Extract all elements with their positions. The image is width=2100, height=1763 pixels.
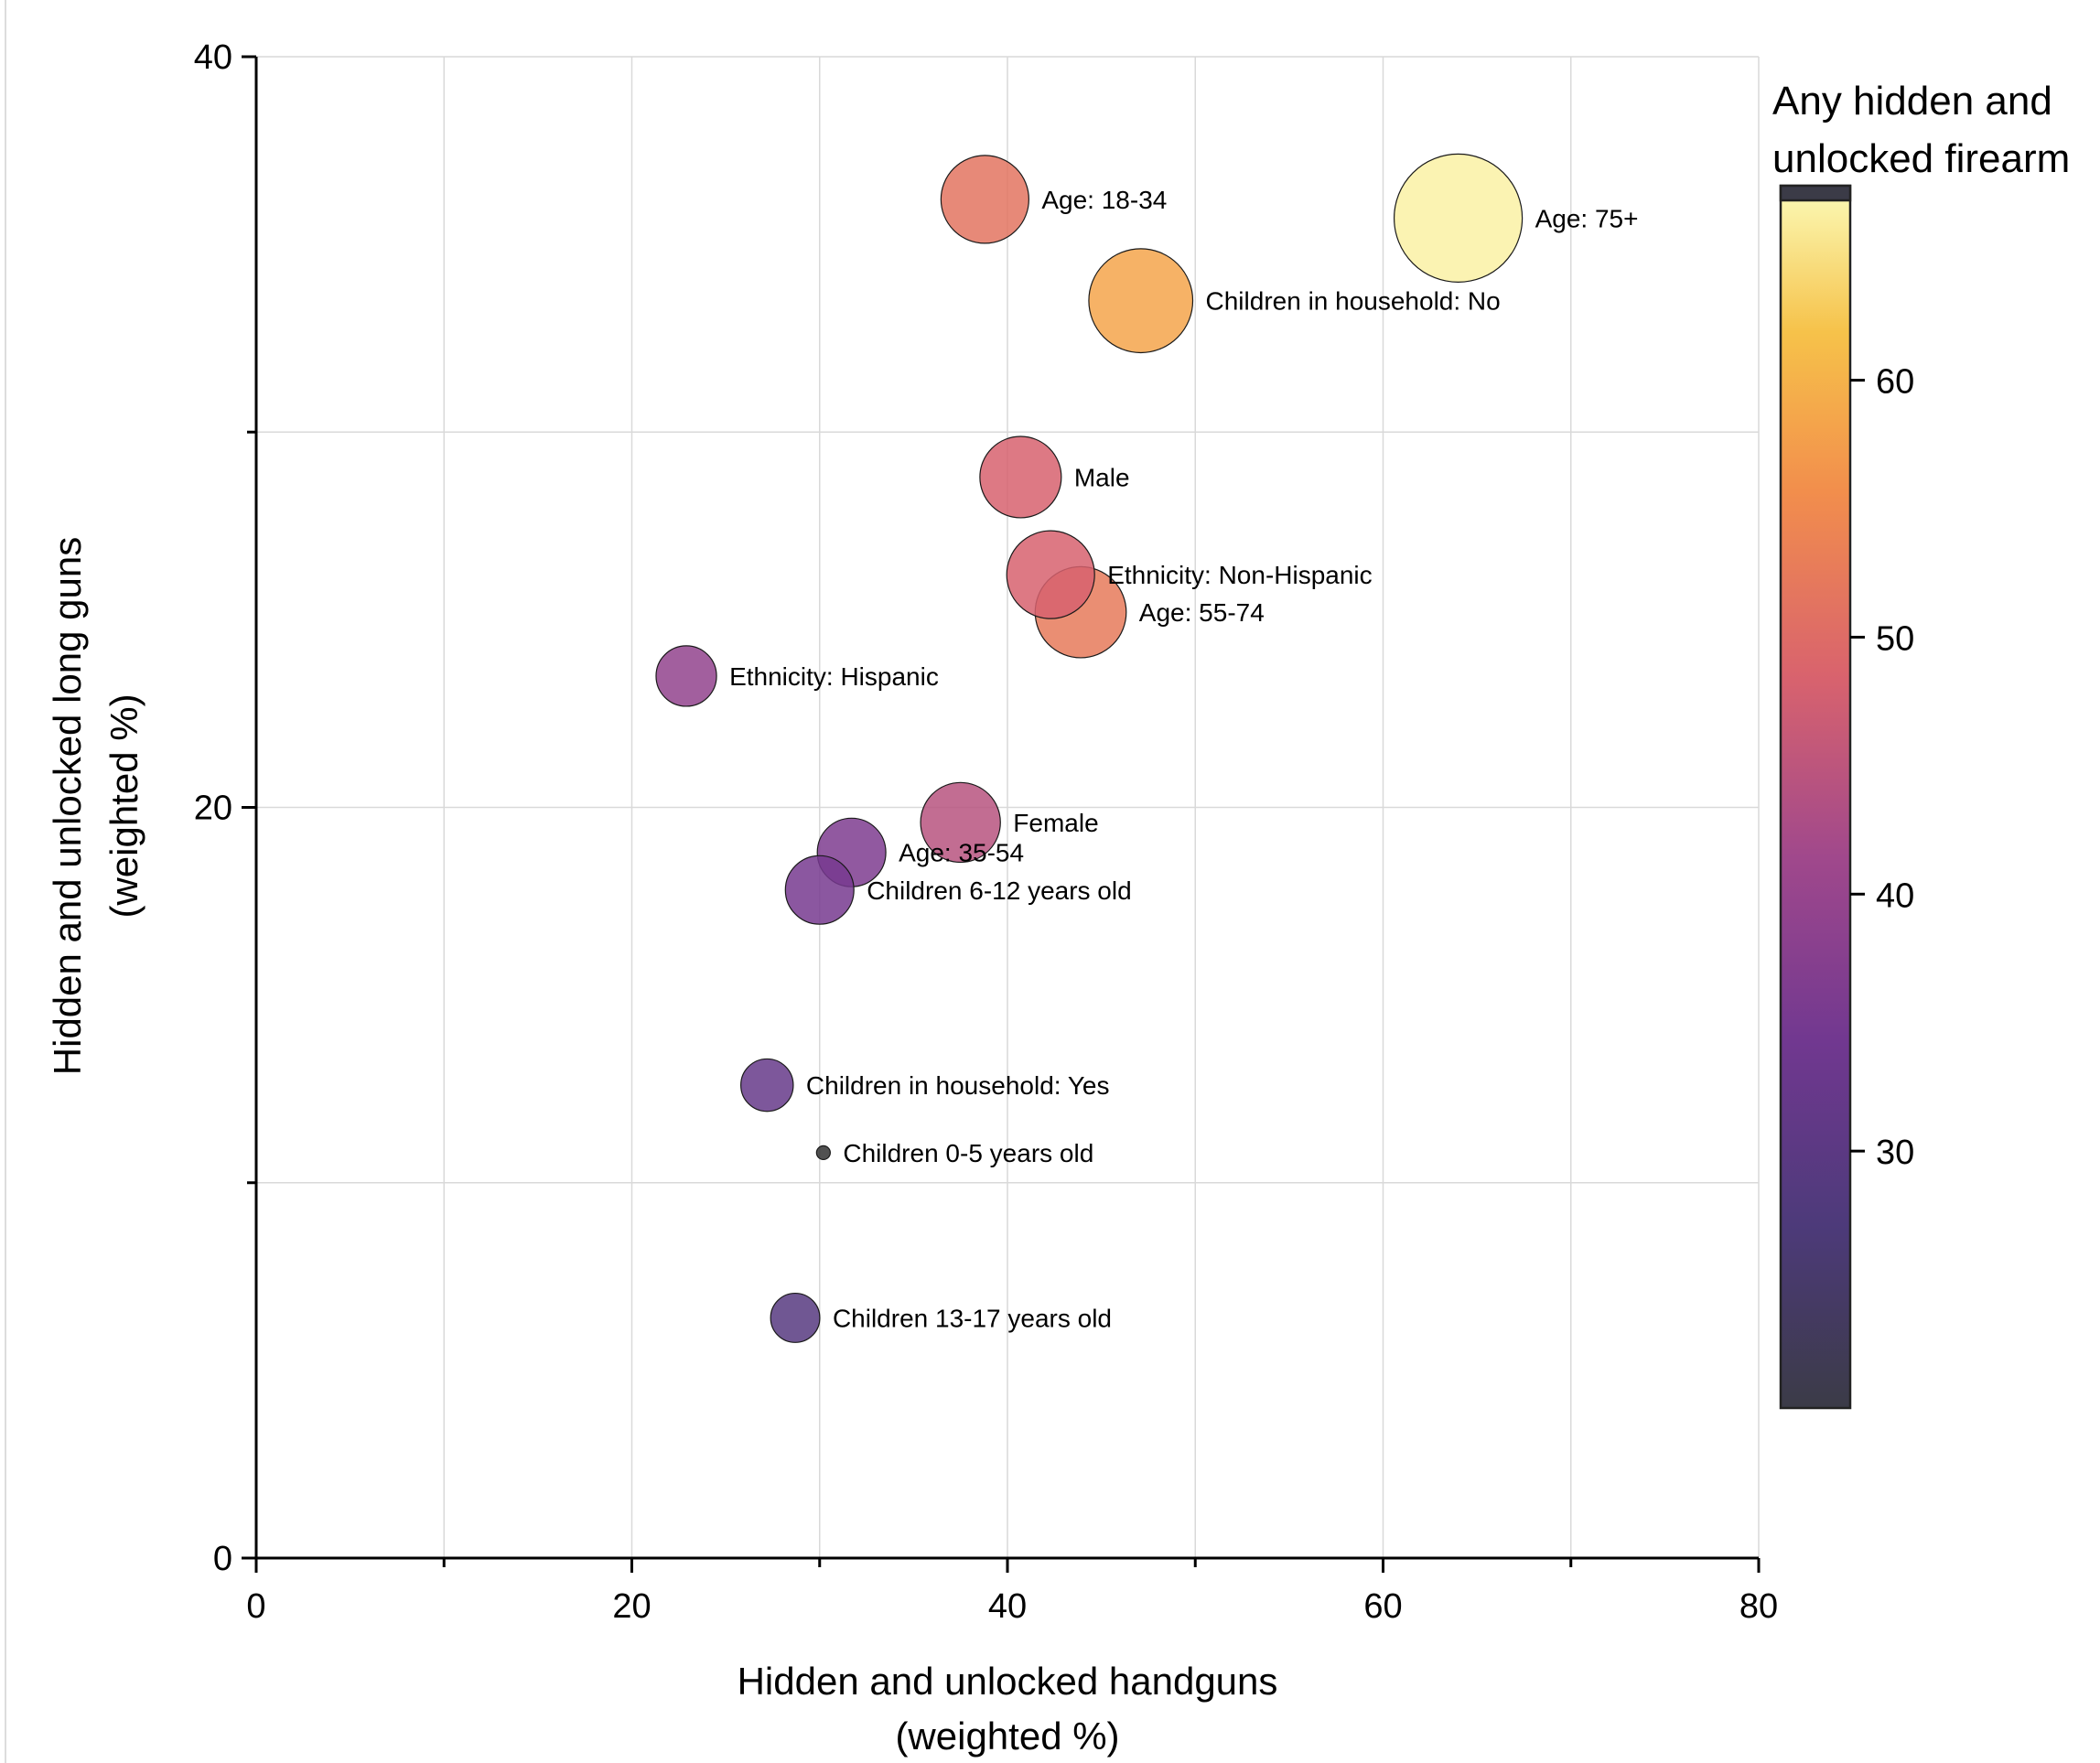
x-tick-label: 60 bbox=[1363, 1587, 1402, 1626]
colorbar-tick-label: 60 bbox=[1876, 363, 1914, 402]
y-axis-title-line2: (weighted %) bbox=[102, 693, 145, 918]
data-point-label: Children 0-5 years old bbox=[843, 1139, 1093, 1167]
data-point-label: Age: 55-74 bbox=[1139, 598, 1265, 627]
data-point bbox=[784, 855, 855, 925]
data-point bbox=[655, 645, 717, 707]
data-point-label: Female bbox=[1013, 809, 1098, 837]
x-axis-title-line1: Hidden and unlocked handguns bbox=[738, 1660, 1278, 1703]
colorbar-gradient bbox=[1779, 184, 1852, 1410]
data-point bbox=[940, 155, 1029, 244]
data-point-label: Age: 35-54 bbox=[899, 839, 1024, 867]
x-tick-label: 0 bbox=[246, 1587, 265, 1626]
data-point bbox=[770, 1292, 821, 1343]
data-point-label: Ethnicity: Hispanic bbox=[729, 662, 939, 691]
y-tick-label: 20 bbox=[194, 790, 232, 828]
data-points bbox=[655, 153, 1524, 1343]
data-point bbox=[920, 781, 1001, 864]
data-point-label: Children in household: Yes bbox=[806, 1071, 1110, 1100]
colorbar-tick-label: 50 bbox=[1876, 619, 1914, 658]
grid-lines bbox=[256, 56, 1760, 1558]
data-point-label: Ethnicity: Non-Hispanic bbox=[1107, 561, 1372, 589]
data-point-label: Children in household: No bbox=[1206, 287, 1501, 316]
data-point bbox=[740, 1058, 794, 1113]
data-point-label: Male bbox=[1074, 463, 1130, 491]
x-tick-label: 80 bbox=[1739, 1587, 1778, 1626]
data-point-label: Age: 18-34 bbox=[1041, 186, 1167, 214]
colorbar-ticks: 30 40 50 60 bbox=[1850, 363, 1914, 1172]
point-labels: Age: 18-34 Age: 75+ Children in household:… bbox=[729, 186, 1638, 1333]
data-point-label: Children 13-17 years old bbox=[833, 1304, 1112, 1332]
x-tick-label: 20 bbox=[612, 1587, 651, 1626]
data-point bbox=[979, 435, 1062, 519]
data-point bbox=[1088, 248, 1194, 354]
colorbar-title-line2: unlocked firearm bbox=[1772, 136, 2070, 181]
x-tick-label: 40 bbox=[988, 1587, 1027, 1626]
data-point-label: Age: 75+ bbox=[1535, 204, 1639, 232]
colorbar-tick-label: 30 bbox=[1876, 1134, 1914, 1172]
colorbar-tick-label: 40 bbox=[1876, 876, 1914, 915]
colorbar-title-line1: Any hidden and bbox=[1772, 79, 2052, 124]
colorbar: Any hidden and unlocked firearm 30 40 50 60 bbox=[1772, 79, 2070, 1410]
y-axis-title-line1: Hidden and unlocked long guns bbox=[46, 537, 89, 1075]
colorbar-over-segment bbox=[1779, 184, 1852, 202]
tick-marks: 0 20 40 60 80 0 20 40 bbox=[194, 38, 1778, 1626]
y-tick-label: 0 bbox=[213, 1540, 232, 1578]
data-point bbox=[1006, 530, 1095, 619]
data-point bbox=[815, 1145, 831, 1161]
data-point bbox=[1393, 153, 1524, 284]
data-point-label: Children 6-12 years old bbox=[867, 876, 1131, 905]
y-tick-label: 40 bbox=[194, 38, 232, 77]
x-axis-title-line2: (weighted %) bbox=[895, 1715, 1119, 1758]
